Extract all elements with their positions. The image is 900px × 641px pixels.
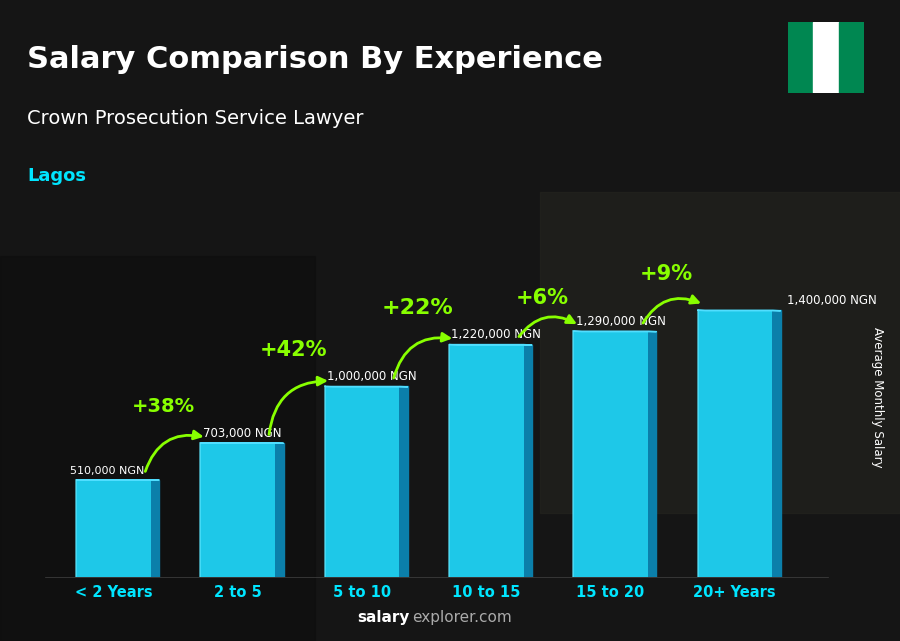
- FancyBboxPatch shape: [76, 479, 150, 577]
- Text: +6%: +6%: [516, 288, 569, 308]
- FancyBboxPatch shape: [449, 344, 524, 577]
- FancyBboxPatch shape: [698, 310, 772, 577]
- FancyBboxPatch shape: [201, 443, 274, 577]
- FancyBboxPatch shape: [325, 387, 400, 577]
- Text: Lagos: Lagos: [27, 167, 86, 185]
- Text: 703,000 NGN: 703,000 NGN: [202, 426, 282, 440]
- FancyBboxPatch shape: [573, 331, 648, 577]
- Polygon shape: [524, 344, 532, 577]
- FancyArrowPatch shape: [145, 431, 201, 471]
- Text: Salary Comparison By Experience: Salary Comparison By Experience: [27, 45, 603, 74]
- Polygon shape: [400, 387, 408, 577]
- Text: 1,290,000 NGN: 1,290,000 NGN: [576, 315, 666, 328]
- Polygon shape: [648, 331, 656, 577]
- Polygon shape: [772, 310, 781, 577]
- Polygon shape: [274, 443, 284, 577]
- Text: 1,000,000 NGN: 1,000,000 NGN: [327, 370, 417, 383]
- Text: salary: salary: [357, 610, 410, 625]
- Text: 1,220,000 NGN: 1,220,000 NGN: [452, 328, 541, 341]
- FancyArrowPatch shape: [643, 296, 698, 323]
- Polygon shape: [150, 479, 159, 577]
- Text: Crown Prosecution Service Lawyer: Crown Prosecution Service Lawyer: [27, 109, 364, 128]
- Text: +38%: +38%: [131, 397, 194, 417]
- FancyArrowPatch shape: [519, 315, 574, 337]
- FancyArrowPatch shape: [269, 377, 325, 435]
- Text: 510,000 NGN: 510,000 NGN: [70, 467, 144, 476]
- FancyArrowPatch shape: [393, 333, 449, 378]
- Text: +42%: +42%: [260, 340, 328, 360]
- Bar: [0, 256, 315, 641]
- Bar: [540, 192, 900, 513]
- Text: +22%: +22%: [382, 298, 454, 318]
- Text: 1,400,000 NGN: 1,400,000 NGN: [787, 294, 877, 307]
- Text: explorer.com: explorer.com: [412, 610, 512, 625]
- Bar: [788, 22, 813, 93]
- Text: +9%: +9%: [640, 263, 693, 283]
- Text: Average Monthly Salary: Average Monthly Salary: [871, 327, 884, 468]
- Bar: [839, 22, 864, 93]
- Bar: [813, 22, 839, 93]
